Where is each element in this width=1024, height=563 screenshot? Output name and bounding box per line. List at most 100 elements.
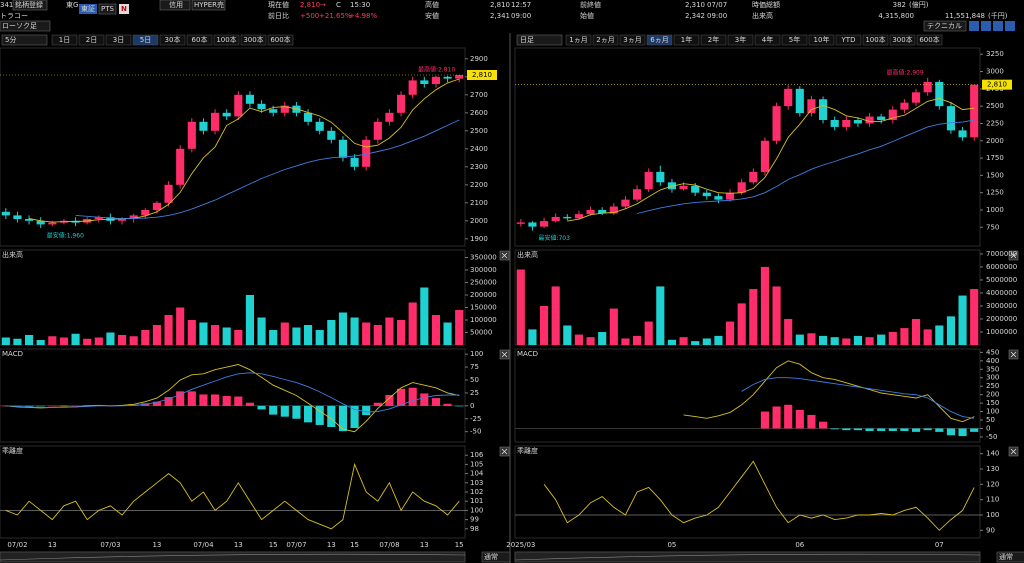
mode-dropdown[interactable]	[996, 551, 1024, 563]
period-button[interactable]	[754, 34, 781, 46]
period-button[interactable]	[213, 34, 240, 46]
pts-label[interactable]: PTS	[101, 5, 114, 13]
period-label[interactable]: 1年	[681, 35, 692, 44]
period-button[interactable]	[565, 34, 592, 46]
period-label[interactable]: YTD	[841, 36, 856, 44]
panel-frame	[0, 249, 466, 346]
period-button[interactable]	[105, 34, 132, 46]
period-label[interactable]: 3ヵ月	[623, 36, 641, 44]
macd-histogram	[187, 391, 196, 406]
interval-label[interactable]: 5分	[5, 35, 16, 44]
draw-tool[interactable]	[981, 21, 991, 31]
signal-line	[741, 377, 975, 419]
period-label[interactable]: 600本	[919, 35, 939, 44]
register-label[interactable]: 銘柄登録	[15, 0, 43, 9]
period-label[interactable]: 3年	[735, 35, 746, 44]
period-label[interactable]: 1日	[59, 36, 70, 44]
period-button[interactable]	[673, 34, 700, 46]
period-button[interactable]	[186, 34, 213, 46]
margin-label[interactable]: 信用	[169, 0, 183, 9]
y-tick-label: 3000000	[986, 302, 1017, 310]
period-button[interactable]	[916, 34, 943, 46]
interval-label[interactable]: 日足	[520, 36, 534, 44]
exchange-label[interactable]: 東証	[81, 4, 95, 13]
period-label[interactable]: 2日	[86, 36, 97, 44]
period-label[interactable]: 3日	[113, 36, 124, 44]
mode-label[interactable]: 通常	[484, 552, 498, 561]
candle-body	[528, 222, 537, 227]
period-button[interactable]	[862, 34, 889, 46]
period-label[interactable]: 60本	[192, 35, 208, 44]
period-label[interactable]: 4年	[762, 35, 773, 44]
draw-tool[interactable]	[969, 21, 979, 31]
mode-label[interactable]: 通常	[999, 552, 1013, 561]
x-tick-label: 13	[420, 541, 429, 549]
close-icon[interactable]	[501, 448, 508, 455]
register-button[interactable]	[12, 0, 48, 11]
period-button[interactable]	[132, 34, 159, 46]
period-label[interactable]: 300本	[243, 35, 263, 44]
period-label[interactable]: 1ヵ月	[569, 36, 587, 44]
period-label[interactable]: 2年	[708, 35, 719, 44]
mode-dropdown[interactable]	[481, 551, 511, 563]
hyper-label[interactable]: HYPER売	[194, 0, 224, 9]
close-icon[interactable]	[501, 252, 508, 259]
close-icon[interactable]	[1010, 351, 1017, 358]
period-label[interactable]: 300本	[892, 35, 912, 44]
volume-bar	[644, 321, 653, 345]
close-icon[interactable]	[501, 351, 508, 358]
candle-body	[679, 185, 688, 190]
period-button[interactable]	[700, 34, 727, 46]
period-label[interactable]: 2ヵ月	[596, 36, 614, 44]
x-tick-label: 05	[667, 541, 676, 549]
cap-label: 時価総額	[752, 0, 780, 9]
draw-tool[interactable]	[1005, 21, 1015, 31]
chart-style-dropdown[interactable]	[0, 20, 51, 32]
hyper-button[interactable]	[191, 0, 226, 11]
close-icon[interactable]	[1010, 252, 1017, 259]
period-button[interactable]	[727, 34, 754, 46]
scroll-bar[interactable]	[0, 551, 466, 563]
y-tick-label: 1500	[986, 171, 1004, 179]
margin-button[interactable]	[159, 0, 191, 11]
period-button[interactable]	[781, 34, 808, 46]
technical-label[interactable]: テクニカル	[927, 22, 962, 30]
period-button[interactable]	[808, 34, 835, 46]
period-button[interactable]	[78, 34, 105, 46]
period-button[interactable]	[240, 34, 267, 46]
period-label[interactable]: 30本	[165, 35, 181, 44]
scroll-bar[interactable]	[514, 551, 981, 563]
period-button[interactable]	[646, 34, 673, 46]
technical-button[interactable]	[923, 20, 967, 32]
period-button[interactable]	[159, 34, 186, 46]
interval-dropdown[interactable]	[516, 34, 563, 46]
y-tick-label: 2200	[470, 181, 488, 189]
draw-tool[interactable]	[993, 21, 1003, 31]
close-icon[interactable]	[1010, 448, 1017, 455]
period-button[interactable]	[619, 34, 646, 46]
candle-body	[350, 157, 359, 167]
x-tick-label: 13	[48, 541, 57, 549]
period-label[interactable]: 600本	[270, 35, 290, 44]
period-button[interactable]	[51, 34, 78, 46]
interval-dropdown[interactable]	[1, 34, 48, 46]
period-label[interactable]: 100本	[865, 35, 885, 44]
period-button[interactable]	[592, 34, 619, 46]
period-label[interactable]: 100本	[216, 35, 236, 44]
chart-style-label[interactable]: ローソク足	[2, 22, 37, 30]
candle-body	[842, 120, 851, 127]
period-button[interactable]	[889, 34, 916, 46]
y-tick-label: 300000	[470, 266, 497, 274]
period-label[interactable]: 5日	[140, 36, 151, 44]
y-tick-label: 7000000	[986, 250, 1017, 258]
news-label[interactable]: N	[121, 5, 127, 13]
period-label[interactable]: 6ヵ月	[650, 36, 668, 44]
news-icon[interactable]	[119, 4, 129, 14]
exchange-button[interactable]	[79, 4, 97, 14]
period-label[interactable]: 5年	[789, 35, 800, 44]
period-button[interactable]	[267, 34, 294, 46]
period-label[interactable]: 10年	[814, 35, 830, 44]
pts-button[interactable]	[98, 3, 117, 15]
period-button[interactable]	[835, 34, 862, 46]
volume-bar	[222, 327, 231, 345]
